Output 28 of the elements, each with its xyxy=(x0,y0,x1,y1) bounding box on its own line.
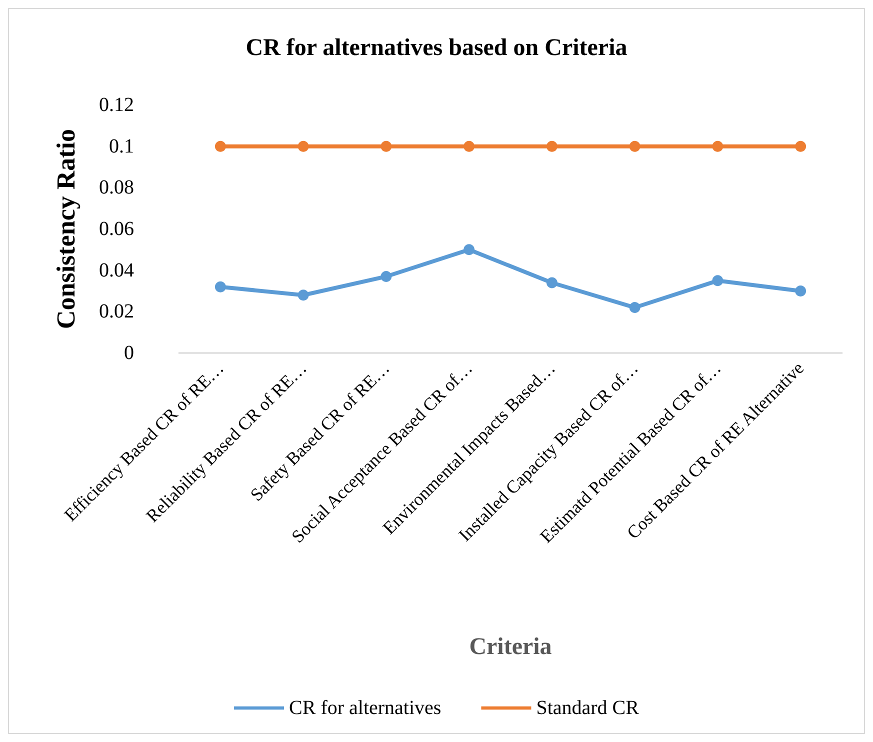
point xyxy=(546,277,558,288)
y-axis-title: Consistency Ratio xyxy=(52,128,80,330)
y-tick-label: 0.1 xyxy=(109,135,134,158)
chart-title: CR for alternatives based on Criteria xyxy=(246,35,628,61)
point xyxy=(214,281,226,292)
point xyxy=(464,244,475,256)
point xyxy=(380,140,392,152)
y-tick-label: 0.12 xyxy=(99,94,134,116)
point xyxy=(380,271,392,282)
y-tick-label: 0.02 xyxy=(99,300,134,323)
y-tick-label: 0 xyxy=(124,342,134,364)
x-axis-title: Criteria xyxy=(469,634,552,660)
point xyxy=(629,302,640,314)
y-tick-label: 0.08 xyxy=(99,176,134,199)
point xyxy=(298,290,309,301)
y-tick-label: 0.04 xyxy=(99,259,134,282)
y-tick-label: 0.06 xyxy=(99,218,134,240)
point xyxy=(464,140,475,152)
point xyxy=(795,286,806,296)
point xyxy=(795,140,806,152)
legend-label: Standard CR xyxy=(536,697,640,719)
point xyxy=(298,140,309,152)
point xyxy=(629,140,640,152)
point xyxy=(712,275,724,286)
point xyxy=(712,140,724,152)
point xyxy=(546,140,558,152)
point xyxy=(214,140,226,152)
legend-label: CR for alternatives xyxy=(289,697,442,719)
